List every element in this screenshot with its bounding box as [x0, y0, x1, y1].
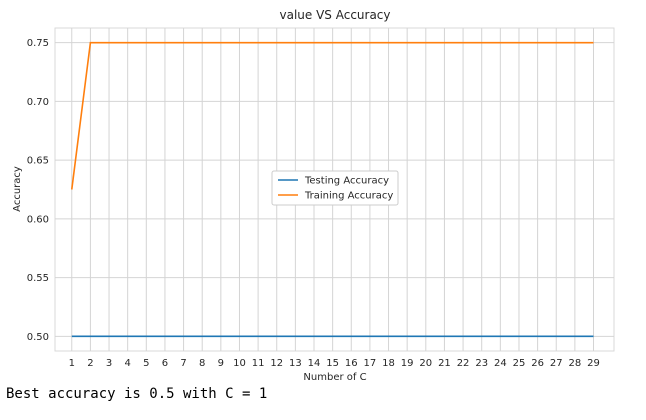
y-tick-label: 0.60: [27, 214, 49, 225]
x-tick-label: 5: [143, 358, 149, 369]
x-axis-label: Number of C: [303, 372, 366, 383]
x-tick-label: 12: [270, 358, 283, 369]
legend-label-training-accuracy: Training Accuracy: [304, 191, 393, 202]
x-tick-label: 15: [326, 358, 339, 369]
y-tick-label: 0.65: [27, 156, 49, 167]
series-lines: [70, 41, 594, 338]
x-tick-label: 3: [106, 358, 112, 369]
x-tick-labels: 1 2 3 4 5 6 7 8 9 10 11 12 13 14 15 16 17 18 19 20 21 22 23 24 2…: [69, 358, 600, 369]
x-tick-label: 7: [180, 358, 186, 369]
legend-label-testing-accuracy: Testing Accuracy: [304, 176, 389, 187]
x-tick-label: 28: [569, 358, 582, 369]
x-tick-label: 8: [199, 358, 205, 369]
x-tick-label: 24: [494, 358, 507, 369]
x-tick-label: 21: [438, 358, 451, 369]
x-tick-label: 14: [308, 358, 321, 369]
legend: Testing Accuracy Training Accuracy: [271, 170, 399, 206]
x-tick-label: 27: [550, 358, 563, 369]
x-tick-label: 19: [401, 358, 414, 369]
x-tick-label: 9: [218, 358, 224, 369]
x-tick-label: 4: [124, 358, 130, 369]
x-tick-label: 2: [87, 358, 93, 369]
series-line-training-accuracy: [70, 41, 594, 190]
y-tick-label: 0.55: [27, 273, 49, 284]
best-accuracy-output: Best accuracy is 0.5 with C = 1: [6, 386, 268, 402]
x-tick-label: 13: [289, 358, 302, 369]
x-tick-label: 17: [364, 358, 377, 369]
y-tick-labels: 0.50 0.55 0.60 0.65 0.70 0.75: [27, 38, 49, 343]
legend-box: [271, 170, 399, 206]
x-tick-label: 20: [419, 358, 432, 369]
x-tick-label: 29: [587, 358, 600, 369]
x-tick-label: 10: [233, 358, 246, 369]
y-tick-label: 0.75: [27, 38, 49, 49]
chart-title: value VS Accuracy: [279, 8, 390, 22]
x-tick-label: 11: [252, 358, 265, 369]
y-tick-label: 0.70: [27, 97, 49, 108]
y-axis-label: Accuracy: [12, 166, 23, 212]
x-tick-label: 18: [382, 358, 395, 369]
y-tick-label: 0.50: [27, 332, 49, 343]
x-tick-label: 23: [475, 358, 488, 369]
x-tick-label: 22: [457, 358, 470, 369]
accuracy-line-chart: 0.500.550.600.650.700.75 1 2 3 4 5 6 7 8 9 10 11 12…: [12, 8, 615, 383]
x-tick-label: 16: [345, 358, 358, 369]
x-tick-label: 1: [69, 358, 75, 369]
x-tick-label: 26: [531, 358, 544, 369]
x-tick-label: 6: [162, 358, 168, 369]
x-tick-label: 25: [513, 358, 526, 369]
